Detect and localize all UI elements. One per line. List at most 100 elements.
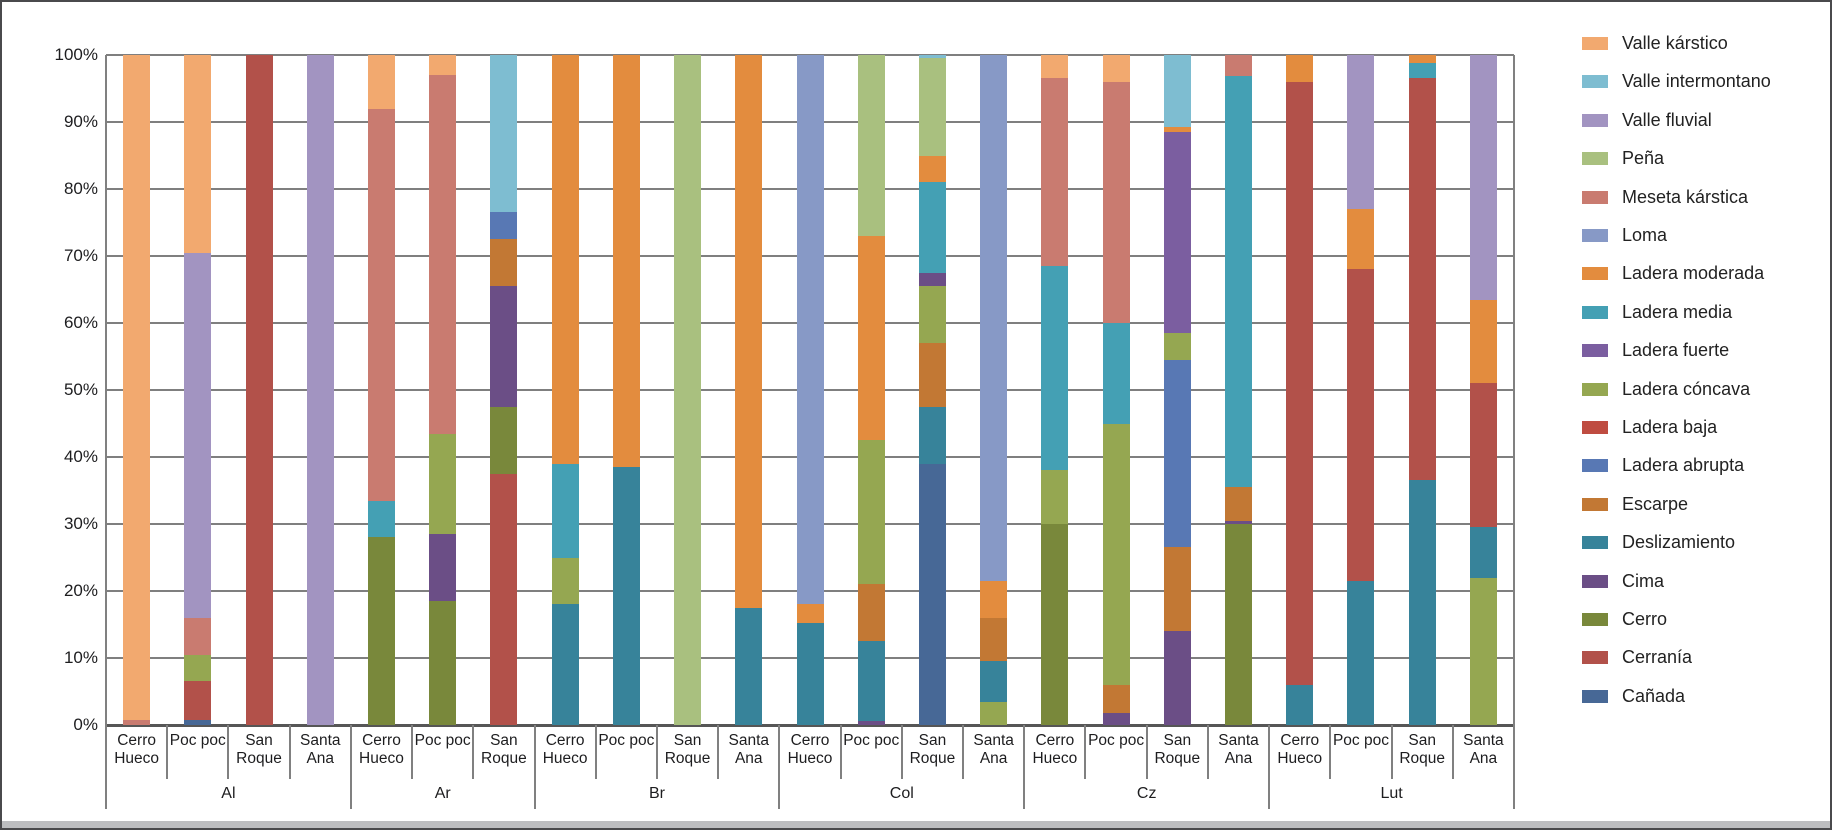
segment-Cima: [857, 720, 885, 725]
legend-swatch-Ladera cóncava: [1582, 382, 1608, 396]
bar-Cz-Poc poc: [1102, 55, 1130, 725]
bar-Ar-Poc poc: [429, 55, 457, 725]
legend-swatch-Cerranía: [1582, 651, 1608, 665]
segment-Valle kárstico: [1102, 55, 1130, 82]
legend-label: Valle fluvial: [1622, 109, 1712, 130]
legend-item-Loma: Loma: [1582, 225, 1667, 246]
legend-swatch-Cañada: [1582, 689, 1608, 703]
legend-label: Valle kárstico: [1622, 33, 1728, 53]
x-axis-label-Santa Ana: Santa Ana: [728, 732, 770, 767]
category-separator: [1329, 725, 1332, 779]
legend-label: Ladera abrupta: [1622, 455, 1745, 476]
legend-swatch-Cima: [1582, 574, 1608, 588]
segment-Cerranía: [184, 681, 212, 721]
segment-Ladera media: [1408, 63, 1436, 79]
plot-edge-line: [1513, 55, 1515, 809]
legend-swatch-Ladera fuerte: [1582, 344, 1608, 358]
category-separator: [900, 725, 903, 779]
segment-Escarpe: [857, 584, 885, 641]
segment-Cerranía: [1347, 269, 1375, 581]
category-separator: [717, 725, 720, 779]
legend-item-Ladera moderada: Ladera moderada: [1582, 263, 1764, 284]
bar-Ar-Cerro Hueco: [367, 55, 395, 725]
bar-Cz-San Roque: [1163, 55, 1191, 725]
category-separator: [594, 725, 597, 779]
segment-Cima: [1102, 712, 1130, 725]
x-axis-label-San Roque: San Roque: [909, 732, 956, 767]
segment-Valle intermontano: [490, 55, 518, 213]
segment-Ladera cóncava: [918, 286, 946, 344]
bar-Col-Poc poc: [857, 55, 885, 725]
segment-Loma: [796, 55, 824, 605]
category-separator: [227, 725, 230, 779]
y-axis-tick-70%: 70%: [63, 246, 98, 265]
segment-Deslizamiento: [551, 604, 579, 725]
segment-Deslizamiento: [1347, 580, 1375, 725]
x-axis-label-Santa Ana: Santa Ana: [1463, 732, 1504, 767]
y-axis-tick-50%: 50%: [63, 380, 98, 399]
window-bottom-edge: [2, 821, 1830, 828]
group-separator: [533, 725, 536, 809]
segment-Cerranía: [490, 473, 518, 725]
category-separator: [655, 725, 658, 779]
segment-Loma: [980, 55, 1008, 581]
segment-Ladera media: [1225, 76, 1253, 488]
bar-Lut-San Roque: [1408, 55, 1436, 725]
legend-item-Escarpe: Escarpe: [1582, 494, 1688, 515]
bar-Br-Santa Ana: [735, 55, 763, 725]
bar-Al-San Roque: [245, 55, 273, 725]
segment-Ladera cóncava: [1163, 333, 1191, 360]
category-separator: [1451, 725, 1454, 779]
segment-Ladera cóncava: [1041, 470, 1069, 524]
group-separator: [1268, 725, 1271, 809]
group-label-Al: Al: [221, 785, 236, 802]
x-axis-label-Santa Ana: Santa Ana: [973, 732, 1014, 767]
segment-Deslizamiento: [1469, 527, 1497, 578]
plot-edge-line: [105, 55, 107, 809]
legend-label: Loma: [1622, 225, 1668, 245]
segment-Cañada: [184, 720, 212, 725]
legend-swatch-Peña: [1582, 152, 1608, 166]
x-axis-label-Poc poc: Poc poc: [1088, 732, 1145, 749]
segment-Cima: [429, 534, 457, 602]
segment-Ladera moderada: [1469, 299, 1497, 384]
group-separator: [1023, 725, 1026, 809]
y-axis-tick-40%: 40%: [63, 447, 98, 466]
x-axis-label-Santa Ana: Santa Ana: [299, 732, 341, 767]
legend-swatch-Meseta kárstica: [1582, 190, 1608, 204]
group-label-Col: Col: [889, 785, 914, 802]
segment-Ladera abrupta: [490, 212, 518, 240]
y-axis-tick-90%: 90%: [63, 112, 98, 131]
segment-Ladera cóncava: [551, 557, 579, 605]
segment-Ladera media: [1041, 266, 1069, 471]
x-axis-label-Poc poc: Poc poc: [169, 732, 226, 749]
segment-Meseta kárstica: [429, 75, 457, 434]
segment-Ladera cóncava: [980, 701, 1008, 725]
legend-swatch-Valle kárstico: [1582, 37, 1608, 50]
legend-item-Ladera baja: Ladera baja: [1582, 417, 1717, 438]
segment-Meseta kárstica: [1102, 81, 1130, 323]
legend-item-Ladera abrupta: Ladera abrupta: [1582, 455, 1744, 476]
segment-Cima: [1163, 631, 1191, 725]
legend-item-Peña: Peña: [1582, 148, 1664, 169]
category-separator: [411, 725, 414, 779]
segment-Cima: [490, 286, 518, 407]
gridline-0%: [106, 723, 1514, 727]
segment-Ladera media: [918, 182, 946, 273]
segment-Ladera moderada: [1408, 55, 1436, 64]
bar-Br-Cerro Hueco: [551, 55, 579, 725]
segment-Ladera moderada: [857, 235, 885, 441]
legend-label: Cerro: [1622, 609, 1668, 629]
legend-item-Deslizamiento: Deslizamiento: [1582, 532, 1735, 553]
segment-Ladera media: [551, 463, 579, 558]
x-axis-label-Poc poc: Poc poc: [414, 732, 471, 749]
legend-label: Valle intermontano: [1622, 71, 1771, 92]
gridline-100%: [106, 54, 1514, 56]
legend-label: Ladera media: [1622, 301, 1733, 322]
y-axis-tick-10%: 10%: [63, 648, 98, 667]
segment-Ladera moderada: [980, 580, 1008, 618]
legend-swatch-Valle intermontano: [1582, 75, 1608, 89]
bar-Lut-Cerro Hueco: [1286, 55, 1314, 725]
segment-Cerranía: [1408, 78, 1436, 481]
segment-Cerro: [429, 601, 457, 725]
